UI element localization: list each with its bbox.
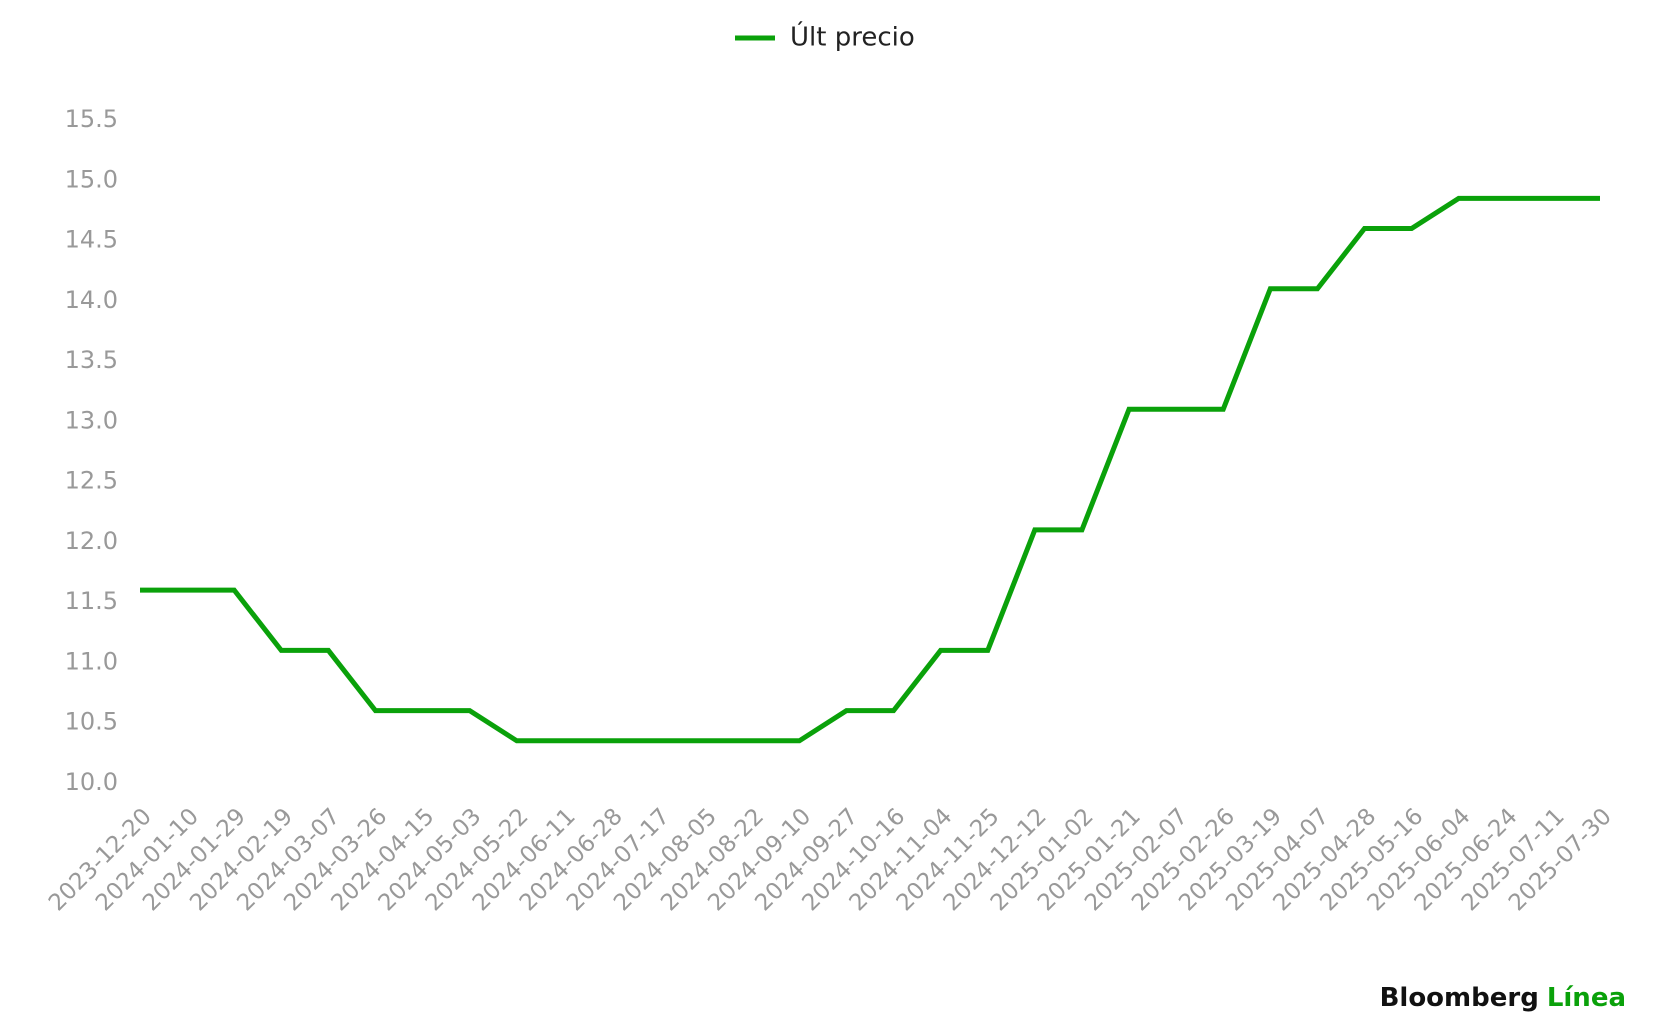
y-tick-label: 15.5 — [65, 105, 118, 133]
y-tick-label: 10.5 — [65, 708, 118, 736]
y-tick-label: 15.0 — [65, 165, 118, 193]
y-tick-label: 13.0 — [65, 406, 118, 434]
y-tick-label: 11.5 — [65, 587, 118, 615]
y-tick-label: 12.0 — [65, 527, 118, 555]
logo-sub: Línea — [1547, 983, 1626, 1013]
price-line — [140, 195, 1600, 744]
legend-label: Últ precio — [790, 21, 915, 53]
y-tick-label: 11.0 — [65, 647, 118, 675]
y-tick-label: 14.0 — [65, 286, 118, 314]
y-tick-label: 14.5 — [65, 226, 118, 254]
y-tick-label: 13.5 — [65, 346, 118, 374]
logo-name: Bloomberg — [1380, 983, 1539, 1013]
logo: Bloomberg Línea — [1380, 983, 1626, 1013]
y-tick-label: 12.5 — [65, 467, 118, 495]
y-tick-label: 10.0 — [65, 768, 118, 796]
